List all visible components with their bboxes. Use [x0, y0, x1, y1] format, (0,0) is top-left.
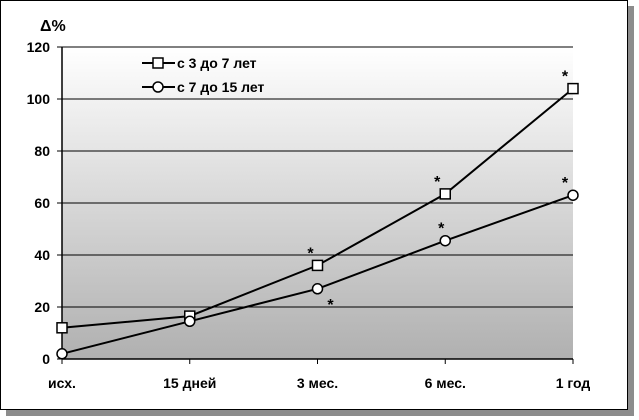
data-point-circle [56, 348, 68, 360]
significance-marker: * [562, 175, 569, 192]
data-point-square [567, 82, 579, 95]
y-tick-label: 40 [34, 247, 50, 263]
y-tick-label: 100 [27, 91, 51, 107]
significance-marker: * [434, 174, 441, 191]
data-point-square [439, 188, 451, 200]
data-point-circle [439, 234, 451, 247]
y-axis: 0 20 40 60 80 100 120 [27, 39, 63, 367]
significance-marker: * [562, 69, 569, 86]
grid-lines [62, 46, 573, 308]
significance-marker: * [327, 297, 334, 314]
data-point-circle [311, 283, 324, 295]
y-tick-label: 20 [34, 299, 50, 315]
y-tick-label: 60 [34, 195, 50, 211]
x-tick-label: 15 дней [163, 375, 216, 391]
y-tick-label: 80 [34, 143, 50, 159]
significance-marker: * [438, 221, 445, 238]
legend-square-marker [152, 57, 164, 69]
data-point-circle [567, 189, 579, 201]
series-group: * * * * * * [56, 69, 579, 360]
legend-label: с 3 до 7 лет [177, 55, 257, 71]
chart-title: Δ% [40, 18, 66, 35]
data-point-square [56, 322, 68, 334]
y-tick-label: 120 [27, 39, 51, 55]
x-tick-label: 3 мес. [297, 375, 338, 391]
x-tick-label: 6 мес. [425, 375, 466, 391]
data-point-square [311, 259, 324, 272]
y-tick-label: 0 [42, 351, 50, 367]
legend: с 3 до 7 лет с 7 до 15 лет [142, 55, 264, 95]
significance-marker: * [307, 245, 314, 262]
legend-circle-marker [152, 81, 164, 93]
x-tick-label: исх. [48, 375, 76, 391]
x-tick-label: 1 год [556, 375, 591, 391]
x-axis: исх. 15 дней 3 мес. 6 мес. 1 год [48, 358, 591, 391]
data-point-circle [184, 315, 196, 328]
legend-label: с 7 до 15 лет [177, 79, 264, 95]
